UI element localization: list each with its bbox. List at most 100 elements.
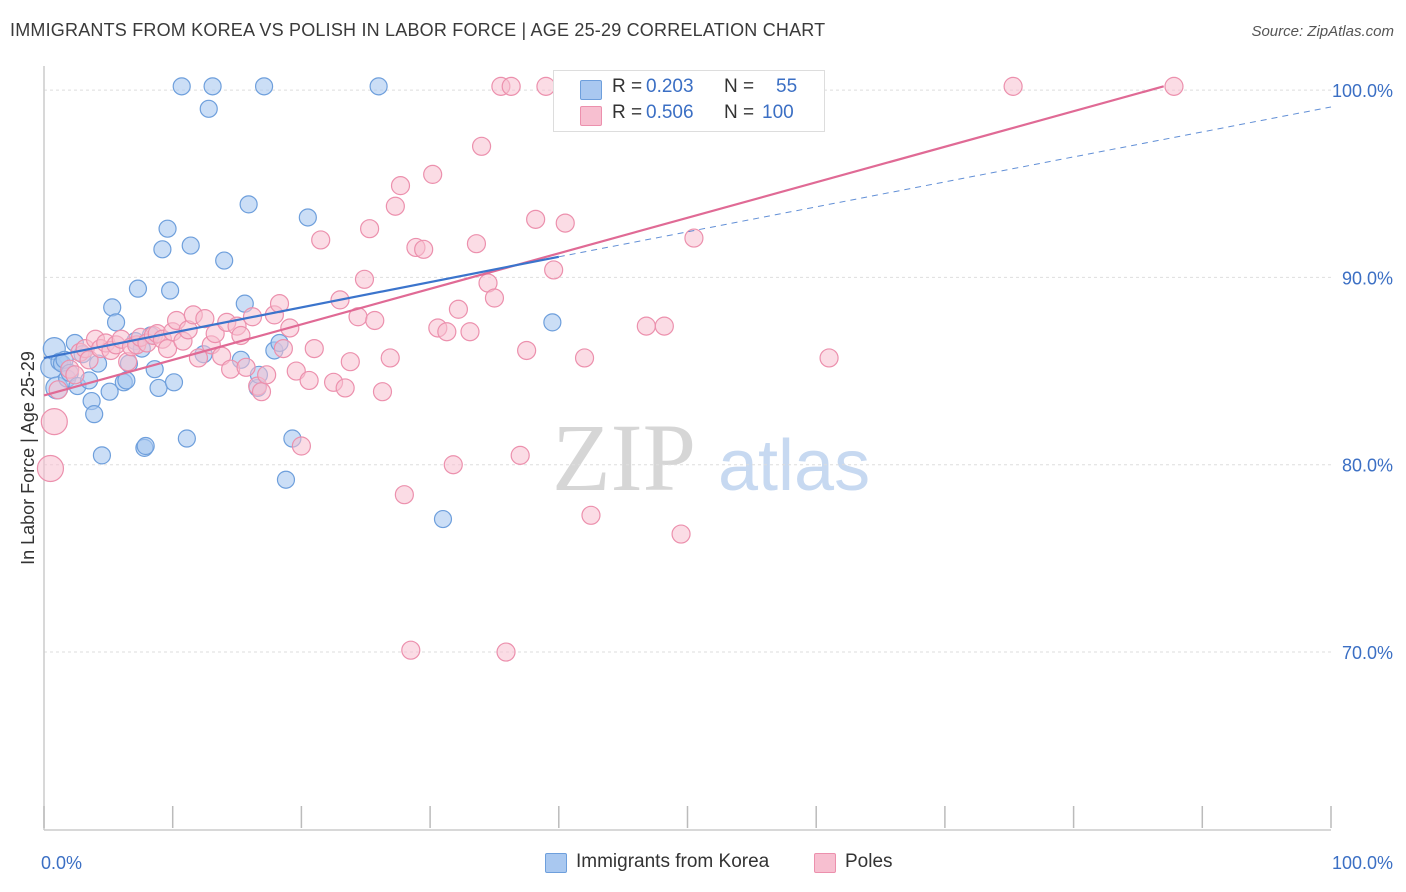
korea-point (199, 99, 218, 118)
poles-point (574, 348, 595, 368)
poles-point (466, 234, 487, 254)
poles-point (555, 213, 575, 233)
korea-point (203, 77, 222, 96)
korea-point (153, 240, 172, 259)
y-tick-label-3: 70.0% (1342, 643, 1393, 663)
poles-n-value: 100 (762, 102, 794, 123)
korea-trend-line (43, 255, 560, 360)
korea-point (161, 281, 180, 300)
poles-point (79, 350, 99, 370)
poles-point (544, 260, 564, 280)
poles-point (365, 310, 385, 331)
correlation-legend: R = 0.203 N = 55 R = 0.506 N = 100 (553, 70, 825, 132)
poles-point (1164, 76, 1184, 96)
poles-point (437, 322, 457, 342)
korea-point (136, 436, 155, 456)
korea-point (254, 77, 274, 96)
poles-point (510, 445, 530, 465)
korea-point (158, 219, 177, 238)
poles-point (291, 436, 311, 456)
poles-point (819, 348, 839, 368)
korea-point (106, 313, 126, 332)
korea-r-value: 0.203 (646, 76, 694, 97)
source-label: Source: ZipAtlas.com (1251, 23, 1394, 40)
watermark-zip: ZIP (552, 404, 696, 511)
poles-point (581, 505, 601, 525)
poles-point (654, 316, 674, 336)
poles-point (401, 640, 421, 660)
y-tick-label-2: 80.0% (1342, 456, 1393, 476)
poles-point (335, 378, 355, 398)
y-axis-label: In Labor Force | Age 25-29 (18, 351, 38, 565)
series-poles-points (36, 76, 1184, 662)
poles-point (354, 269, 375, 289)
poles-point (501, 76, 521, 96)
poles-point (496, 642, 516, 662)
poles-point (448, 299, 469, 319)
poles-point (671, 524, 691, 544)
poles-point (304, 338, 324, 359)
poles-point (380, 348, 400, 368)
korea-point (433, 509, 453, 529)
poles-point (484, 288, 505, 308)
poles-point (36, 454, 65, 483)
watermark-atlas: atlas (718, 426, 870, 506)
poles-point (236, 357, 256, 377)
poles-point (40, 408, 68, 436)
poles-point (471, 136, 492, 156)
korea-r-label: R = (612, 76, 643, 97)
poles-point (460, 322, 480, 342)
korea-point (149, 378, 168, 398)
poles-point (636, 316, 656, 336)
korea-point (543, 313, 562, 332)
korea-n-value: 55 (776, 76, 798, 97)
korea-point (177, 429, 196, 448)
x-tick-label-1: 100.0% (1332, 853, 1393, 873)
poles-point (1003, 76, 1023, 96)
korea-point (276, 470, 296, 489)
poles-point (517, 340, 537, 361)
x-tick-label-0: 0.0% (41, 853, 82, 873)
poles-point (526, 209, 546, 229)
poles-point (394, 485, 414, 505)
chart-title: IMMIGRANTS FROM KOREA VS POLISH IN LABOR… (10, 20, 826, 40)
poles-point (372, 382, 393, 402)
poles-swatch (580, 106, 602, 126)
poles-point (360, 219, 380, 239)
poles-point (385, 196, 405, 216)
poles-point (65, 365, 85, 385)
bottom-korea-swatch (545, 853, 567, 873)
x-tick-labels: 0.0% 100.0% (41, 853, 1393, 873)
poles-point (443, 455, 463, 475)
y-tick-label-0: 100.0% (1332, 81, 1393, 101)
bottom-korea-label: Immigrants from Korea (576, 851, 770, 872)
poles-point (273, 338, 293, 359)
bottom-poles-label: Poles (845, 851, 893, 872)
trend-lines (43, 85, 1332, 397)
poles-point (390, 176, 411, 196)
poles-r-label: R = (612, 102, 643, 123)
y-tick-labels: 100.0% 90.0% 80.0% 70.0% (1332, 81, 1393, 663)
poles-n-label: N = (724, 102, 755, 123)
watermark: ZIP atlas (552, 404, 870, 511)
poles-point (195, 309, 215, 329)
axes (43, 66, 1332, 831)
korea-point (181, 236, 200, 255)
poles-point (257, 365, 277, 385)
korea-point (92, 446, 112, 465)
korea-point (85, 405, 104, 424)
korea-point (369, 77, 388, 96)
poles-point (299, 370, 319, 391)
korea-point (215, 251, 234, 270)
korea-point (100, 382, 119, 401)
poles-point (311, 230, 331, 250)
korea-swatch (580, 80, 602, 100)
poles-point (340, 352, 360, 372)
poles-point (251, 382, 272, 402)
poles-point (684, 228, 704, 248)
korea-point (164, 373, 184, 392)
korea-point (103, 298, 122, 317)
korea-point (298, 208, 317, 227)
poles-r-value: 0.506 (646, 102, 694, 123)
